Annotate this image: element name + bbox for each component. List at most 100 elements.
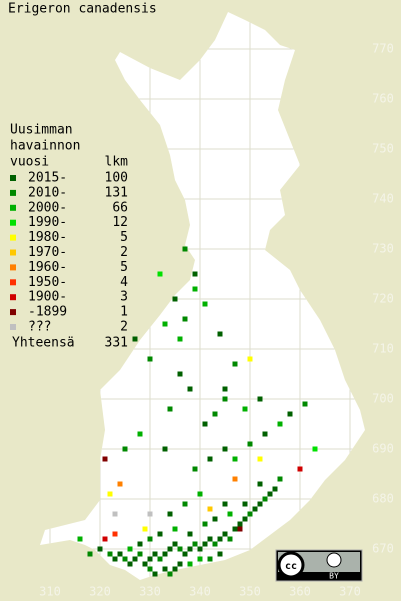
legend-swatch <box>10 249 16 256</box>
occurrence-square <box>232 526 238 532</box>
license-label: BY <box>329 572 339 581</box>
occurrence-square <box>157 531 163 537</box>
legend-swatch <box>10 189 16 196</box>
occurrence-square <box>202 421 208 427</box>
occurrence-square <box>137 431 143 437</box>
occurrence-square <box>167 546 173 552</box>
legend-total-label: Yhteensä <box>12 336 75 351</box>
legend-label: 1980- <box>28 230 67 245</box>
occurrence-square <box>112 511 118 517</box>
y-tick-label: 730 <box>372 242 394 256</box>
occurrence-square <box>147 566 153 572</box>
occurrence-square <box>297 466 303 472</box>
occurrence-square <box>257 501 263 507</box>
occurrence-square <box>142 526 148 532</box>
legend-label: 1970- <box>28 245 67 260</box>
x-tick-label: 340 <box>189 585 211 599</box>
occurrence-square <box>137 551 143 557</box>
legend-count: 2 <box>120 320 128 335</box>
legend-swatch <box>10 204 16 211</box>
occurrence-square <box>187 546 193 552</box>
occurrence-square <box>182 501 188 507</box>
legend-swatch <box>10 294 16 301</box>
title: Erigeron canadensis <box>8 2 157 17</box>
y-tick-label: 770 <box>372 42 394 56</box>
occurrence-square <box>247 356 253 362</box>
legend-label: 1990- <box>28 215 67 230</box>
occurrence-square <box>222 386 228 392</box>
occurrence-square <box>252 506 258 512</box>
occurrence-square <box>182 316 188 322</box>
occurrence-square <box>277 476 283 482</box>
occurrence-square <box>182 246 188 252</box>
legend-swatch <box>10 264 16 271</box>
occurrence-square <box>257 456 263 462</box>
occurrence-square <box>147 536 153 542</box>
x-tick-label: 320 <box>89 585 111 599</box>
occurrence-square <box>132 336 138 342</box>
occurrence-square <box>192 286 198 292</box>
occurrence-square <box>87 551 93 557</box>
occurrence-square <box>187 386 193 392</box>
occurrence-square <box>97 546 103 552</box>
legend-swatch <box>10 219 16 226</box>
occurrence-square <box>217 331 223 337</box>
occurrence-square <box>172 526 178 532</box>
y-tick-label: 760 <box>372 92 394 106</box>
occurrence-square <box>242 406 248 412</box>
occurrence-square <box>312 446 318 452</box>
occurrence-square <box>157 271 163 277</box>
occurrence-square <box>182 551 188 557</box>
occurrence-square <box>77 536 83 542</box>
occurrence-square <box>147 556 153 562</box>
occurrence-square <box>222 446 228 452</box>
occurrence-square <box>272 486 278 492</box>
legend-count: 100 <box>105 171 128 186</box>
legend-swatch <box>10 324 16 330</box>
occurrence-square <box>162 321 168 327</box>
legend-count: 1 <box>120 305 128 320</box>
legend-count: 2 <box>120 245 128 260</box>
occurrence-square <box>197 546 203 552</box>
occurrence-square <box>287 411 293 417</box>
y-tick-label: 740 <box>372 192 394 206</box>
occurrence-square <box>162 551 168 557</box>
x-tick-label: 370 <box>339 585 361 599</box>
occurrence-square <box>192 466 198 472</box>
occurrence-square <box>262 496 268 502</box>
occurrence-square <box>197 491 203 497</box>
occurrence-square <box>107 551 113 557</box>
occurrence-square <box>177 371 183 377</box>
occurrence-square <box>172 296 178 302</box>
cc-circle <box>277 551 305 579</box>
x-tick-label: 360 <box>289 585 311 599</box>
occurrence-square <box>202 541 208 547</box>
occurrence-square <box>102 536 108 542</box>
occurrence-square <box>117 481 123 487</box>
occurrence-square <box>122 556 128 562</box>
legend-label: 1900- <box>28 290 67 305</box>
x-tick-label: 310 <box>39 585 61 599</box>
occurrence-square <box>132 556 138 562</box>
occurrence-square <box>162 566 168 572</box>
occurrence-square <box>232 476 238 482</box>
occurrence-square <box>242 516 248 522</box>
legend-header: havainnon <box>10 139 80 154</box>
squares <box>77 246 318 577</box>
legend-count-header: lkm <box>105 155 129 170</box>
legend-swatch <box>10 234 16 241</box>
occurrence-square <box>197 556 203 562</box>
occurrence-square <box>202 301 208 307</box>
by-icon <box>326 552 342 568</box>
occurrence-square <box>207 506 213 512</box>
occurrence-square <box>217 536 223 542</box>
legend-count: 5 <box>120 230 128 245</box>
legend-label: 2000- <box>28 200 67 215</box>
occurrence-square <box>227 536 233 542</box>
legend-label: 1950- <box>28 275 67 290</box>
occurrence-square <box>122 446 128 452</box>
legend-swatch <box>10 175 16 181</box>
occurrence-square <box>177 336 183 342</box>
